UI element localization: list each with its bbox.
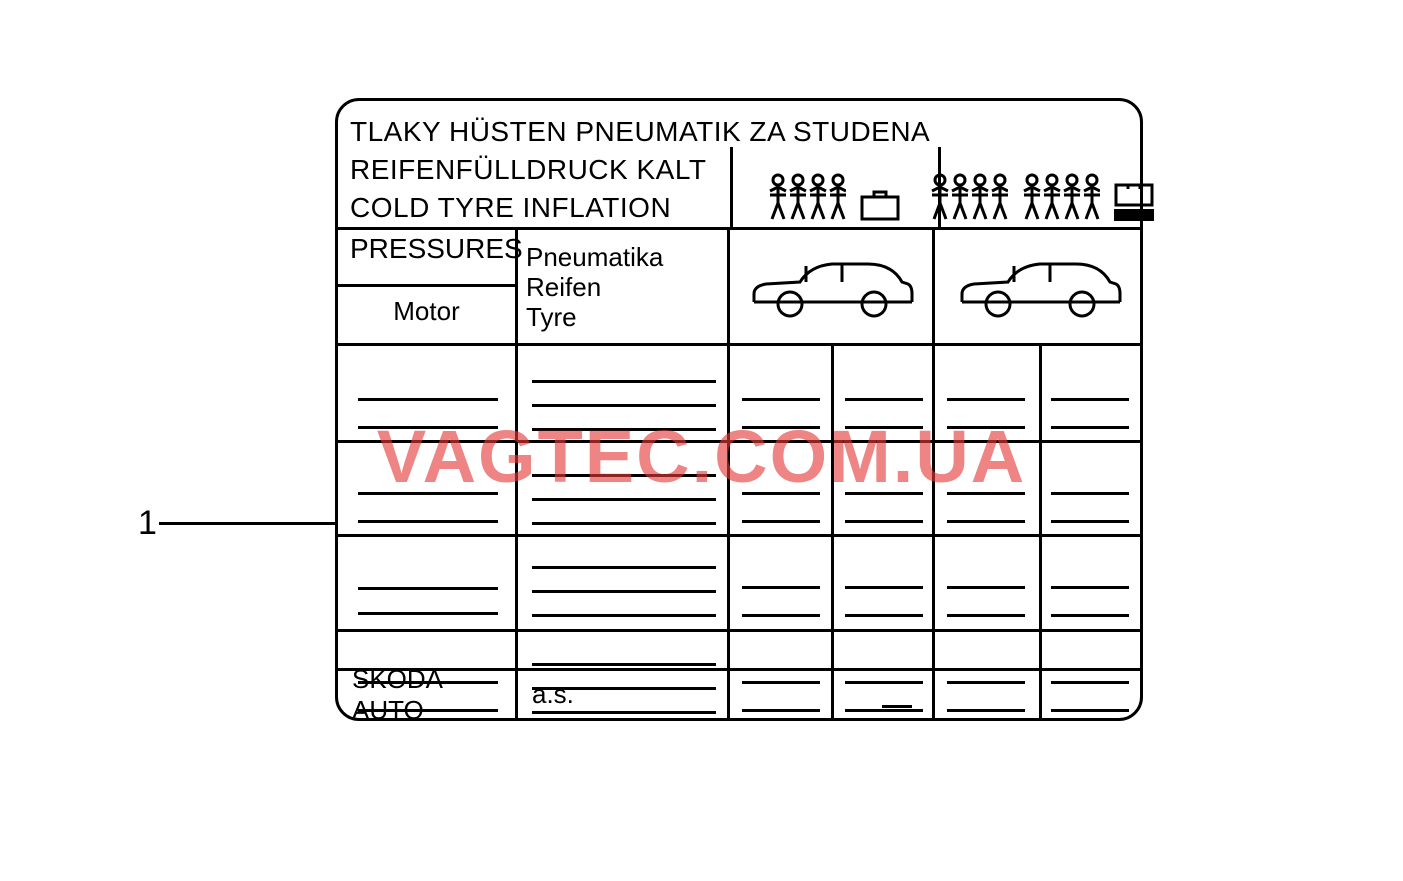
blank-value-line [1051,492,1129,495]
car-icon-cell-a [730,230,932,346]
blank-value-line [845,426,923,429]
blank-value-line [532,380,716,383]
blank-value-line [845,492,923,495]
blank-value-line [845,614,923,617]
blank-value-line [358,612,498,615]
callout-number: 1 [138,504,157,543]
motor-label: Motor [338,296,515,326]
car-icon-cell-b [935,230,1143,346]
people-group-icon [1022,173,1100,221]
motor-header-cell: PRESSURES Motor [338,230,515,346]
blank-value-line [1051,586,1129,589]
footer-row: SKODA AUTO a.s. [338,668,1140,718]
people-group-icon [768,173,846,221]
pressure-table: PRESSURES Motor Pneumatika Reifen Tyre [338,227,1140,721]
blank-value-line [358,398,498,401]
suitcase-outline-icon [860,189,900,221]
car-outline-icon [746,252,916,322]
blank-value-line [845,398,923,401]
callout-1: 1 [138,504,359,543]
blank-value-line [742,398,820,401]
footer-company: SKODA AUTO [338,671,518,718]
tyre-header-line-1: Pneumatika [526,242,663,272]
tyre-pressure-label: TLAKY HÜSTEN PNEUMATIK ZA STUDENA REIFEN… [335,98,1143,721]
blank-value-line [947,492,1025,495]
footer-dash-b [935,671,1140,718]
blank-value-line [532,566,716,569]
tyre-header-line-3: Tyre [526,302,663,332]
blank-value-line [742,426,820,429]
blank-value-line [947,398,1025,401]
blank-value-line [1051,426,1129,429]
tyre-header-line-2: Reifen [526,272,663,302]
blank-value-line [532,404,716,407]
blank-value-line [947,586,1025,589]
blank-value-line [845,586,923,589]
blank-value-line [742,492,820,495]
tyre-header-cell: Pneumatika Reifen Tyre [518,230,727,346]
blank-value-line [947,426,1025,429]
row-divider [338,440,1140,443]
blank-value-line [1051,398,1129,401]
blank-value-line [532,474,716,477]
blank-value-line [532,590,716,593]
people-group-icon [930,173,1008,221]
load-partial-icon-cell [730,147,935,227]
column-load-full [935,230,1143,721]
blank-value-line [742,520,820,523]
blank-value-line [358,426,498,429]
row-divider [338,629,1140,632]
blank-value-line [1051,614,1129,617]
blank-value-line [532,522,716,525]
blank-value-line [742,614,820,617]
column-motor: PRESSURES Motor [338,230,518,721]
pressures-word: PRESSURES [350,234,523,264]
blank-value-line [845,520,923,523]
callout-lead-line [159,522,359,525]
row-divider [338,534,1140,537]
blank-value-line [532,614,716,617]
blank-value-line [947,614,1025,617]
footer-suffix: a.s. [518,671,730,718]
blank-value-line [358,520,498,523]
blank-value-line [358,492,498,495]
car-outline-icon [954,252,1124,322]
title-line-1: TLAKY HÜSTEN PNEUMATIK ZA STUDENA [350,113,930,151]
blank-value-line [358,587,498,590]
column-load-partial [730,230,935,721]
footer-dash-a [730,671,935,718]
blank-value-line [532,663,716,666]
blank-value-line [532,428,716,431]
blank-value-line [532,498,716,501]
blank-value-line [742,586,820,589]
load-full-icon-cell [938,147,1143,227]
blank-value-line [1051,520,1129,523]
blank-value-line [947,520,1025,523]
suitcase-filled-icon [1114,183,1154,221]
motor-divider [338,284,515,287]
